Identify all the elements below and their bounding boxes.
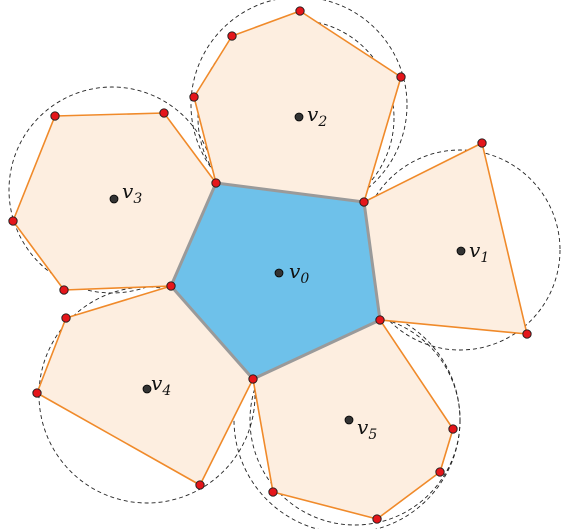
cell-vertices bbox=[8, 6, 532, 524]
vertex-point bbox=[477, 138, 487, 148]
vertex-point bbox=[359, 197, 369, 207]
vertex-point bbox=[195, 480, 205, 490]
circumcircle-v5-2 bbox=[233, 306, 461, 529]
vertex-point bbox=[375, 315, 385, 325]
vertex-point bbox=[227, 31, 237, 41]
vertex-point bbox=[396, 72, 406, 82]
site-label-v0: v0 bbox=[289, 259, 309, 287]
vertex-point bbox=[61, 313, 71, 323]
site-point-v2 bbox=[294, 112, 304, 122]
site-point-v5 bbox=[344, 415, 354, 425]
vertex-point bbox=[8, 216, 18, 226]
vertex-point bbox=[32, 388, 42, 398]
vertex-point bbox=[435, 467, 445, 477]
circumcircle-v1-1 bbox=[359, 149, 561, 351]
vertex-point bbox=[211, 178, 221, 188]
vertex-point bbox=[248, 374, 258, 384]
site-label-v1: v1 bbox=[469, 238, 489, 266]
voronoi-cell-v1 bbox=[363, 142, 528, 335]
vertex-point bbox=[448, 424, 458, 434]
site-label-v2: v2 bbox=[307, 102, 327, 130]
vertex-point bbox=[59, 285, 69, 295]
site-point-v0 bbox=[274, 268, 284, 278]
site-label-v5: v5 bbox=[357, 415, 377, 443]
vertex-point bbox=[50, 111, 60, 121]
vertex-point bbox=[522, 329, 532, 339]
site-point-v3 bbox=[109, 194, 119, 204]
cells bbox=[12, 10, 528, 520]
site-label-v3: v3 bbox=[122, 179, 142, 207]
vertex-point bbox=[166, 281, 176, 291]
circumcircle-v2-2 bbox=[197, 19, 395, 217]
sites: v0 v1 v2 v3 v4 v5 bbox=[109, 102, 489, 443]
vertex-point bbox=[268, 487, 278, 497]
vertex-point bbox=[372, 514, 382, 524]
site-point-v4 bbox=[142, 384, 152, 394]
vertex-point bbox=[189, 92, 199, 102]
voronoi-cell-v2 bbox=[193, 10, 402, 203]
vertex-point bbox=[159, 108, 169, 118]
vertex-point bbox=[295, 6, 305, 16]
site-point-v1 bbox=[456, 246, 466, 256]
site-label-v4: v4 bbox=[151, 371, 171, 399]
voronoi-cell-v0 bbox=[169, 181, 382, 381]
